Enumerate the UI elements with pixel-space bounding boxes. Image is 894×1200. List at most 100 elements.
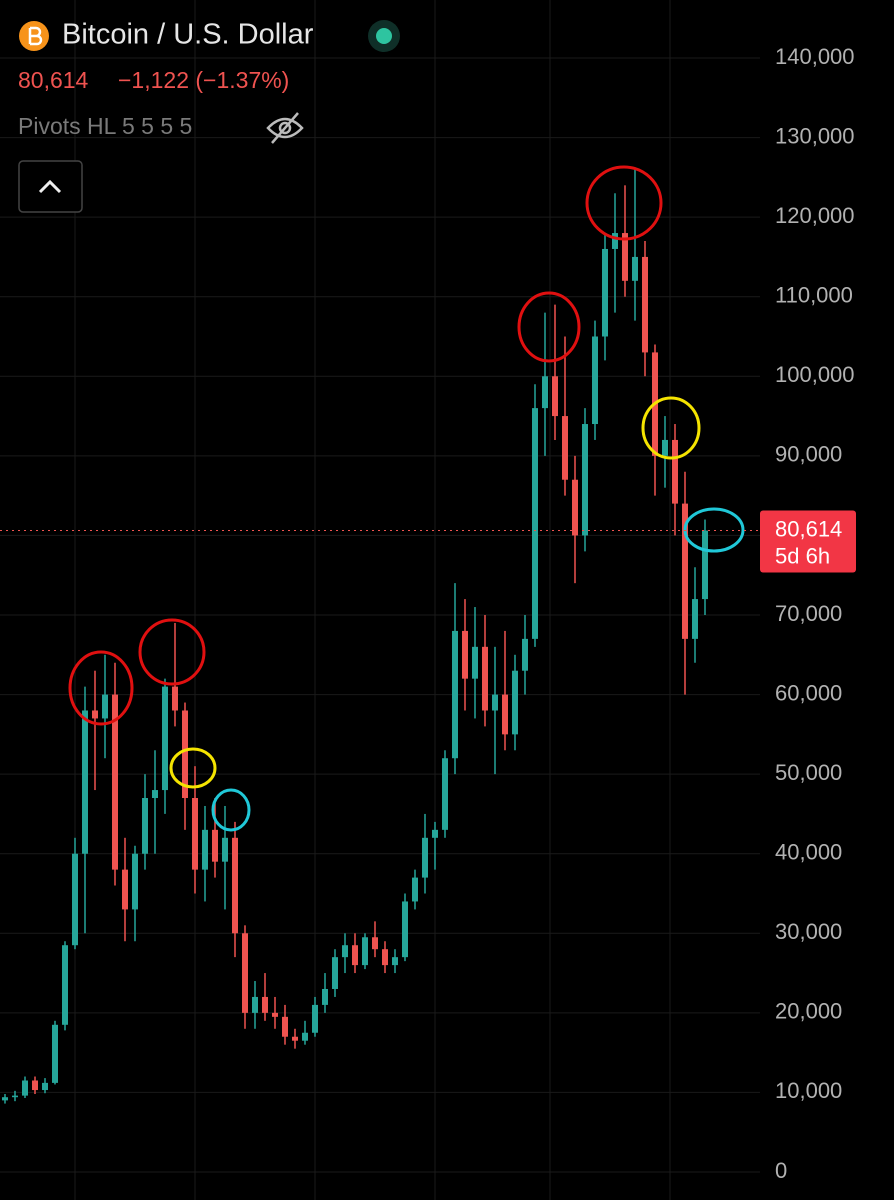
candle-body	[402, 901, 408, 958]
candle-body	[12, 1095, 18, 1098]
status-dot	[376, 28, 392, 44]
candle-body	[392, 957, 398, 966]
vertical-grid	[74, 0, 671, 1200]
candle-body	[422, 837, 428, 878]
y-tick-label: 100,000	[775, 362, 855, 387]
candle-body	[482, 646, 488, 711]
candle-body	[272, 1012, 278, 1017]
y-tick-label: 20,000	[775, 999, 842, 1024]
hide-icon[interactable]	[266, 112, 304, 144]
y-tick-label: 60,000	[775, 680, 842, 705]
candle-body	[222, 837, 228, 862]
candle-body	[122, 869, 128, 910]
coin-glyph	[28, 26, 43, 46]
header-price: 80,614	[18, 67, 89, 93]
candle-body	[672, 439, 678, 504]
candle-body	[632, 256, 638, 281]
candle-body	[332, 957, 338, 989]
candle-body	[522, 638, 528, 671]
candle-body	[432, 829, 438, 838]
candle-body	[442, 758, 448, 830]
candle-body	[602, 248, 608, 337]
candle-body	[202, 829, 208, 870]
candle-body	[552, 376, 558, 417]
candle-body	[382, 949, 388, 966]
candle-body	[262, 996, 268, 1013]
candle-body	[172, 686, 178, 711]
header-change: −1,122 (−1.37%)	[118, 67, 289, 93]
candle-body	[152, 790, 158, 799]
candle-body	[412, 877, 418, 902]
annotations	[68, 165, 745, 832]
candle-body	[302, 1032, 308, 1041]
candle-body	[252, 996, 258, 1013]
y-tick-label: 40,000	[775, 840, 842, 865]
candle-body	[32, 1080, 38, 1091]
plot-area	[0, 57, 760, 1173]
candle-body	[22, 1080, 28, 1096]
candle-body	[592, 336, 598, 425]
y-tick-label: 70,000	[775, 601, 842, 626]
candle-body	[52, 1024, 58, 1083]
candle-body	[642, 256, 648, 353]
candle-body	[502, 694, 508, 735]
candle-body	[472, 646, 478, 679]
price-label: 80,614	[775, 516, 842, 541]
candle-body	[532, 408, 538, 639]
candle-body	[72, 853, 78, 946]
candle-body	[452, 630, 458, 759]
candle-body	[362, 937, 368, 966]
candle-body	[702, 530, 708, 600]
candle-body	[92, 710, 98, 719]
candle-body	[112, 694, 118, 870]
y-tick-label: 110,000	[775, 283, 853, 308]
candle-body	[2, 1097, 8, 1101]
candle-body	[462, 630, 468, 679]
indicator-label[interactable]: Pivots HL 5 5 5 5	[18, 113, 192, 139]
symbol-title: Bitcoin / U.S. Dollar	[62, 19, 314, 51]
countdown-label: 5d 6h	[775, 543, 830, 568]
y-tick-label: 30,000	[775, 919, 842, 944]
chevron-icon	[38, 179, 62, 194]
candle-body	[282, 1016, 288, 1037]
candle-body	[192, 798, 198, 870]
price-label-box	[760, 510, 856, 573]
candle-body	[42, 1082, 48, 1091]
candle-body	[622, 233, 628, 281]
candle-body	[322, 988, 328, 1005]
candle-body	[492, 694, 498, 711]
candle-body	[352, 945, 358, 966]
candle-body	[612, 233, 618, 249]
candle-body	[232, 837, 238, 934]
y-tick-label: 90,000	[775, 442, 842, 467]
candle-body	[82, 710, 88, 854]
candle-body	[162, 686, 168, 791]
candle-body	[132, 853, 138, 910]
candle-body	[542, 376, 548, 409]
candle-body	[662, 439, 668, 456]
candle-body	[572, 479, 578, 536]
candle-body	[102, 694, 108, 719]
y-tick-label: 140,000	[775, 44, 855, 69]
candle-body	[142, 798, 148, 854]
y-tick-label: 0	[775, 1158, 787, 1183]
candle-body	[372, 937, 378, 950]
candle-body	[212, 829, 218, 862]
y-tick-label: 120,000	[775, 203, 855, 228]
candle-body	[682, 503, 688, 639]
candle-body	[312, 1004, 318, 1033]
candle-body	[342, 945, 348, 958]
candle-body	[692, 599, 698, 639]
y-tick-label: 10,000	[775, 1078, 842, 1103]
candle-body	[182, 710, 188, 799]
collapse-button[interactable]	[18, 160, 83, 213]
candle-body	[562, 416, 568, 480]
candle-body	[62, 945, 68, 1025]
candle-body	[292, 1036, 298, 1041]
y-tick-label: 50,000	[775, 760, 842, 785]
candle-body	[512, 670, 518, 735]
candle-body	[582, 424, 588, 536]
candle-body	[242, 933, 248, 1013]
